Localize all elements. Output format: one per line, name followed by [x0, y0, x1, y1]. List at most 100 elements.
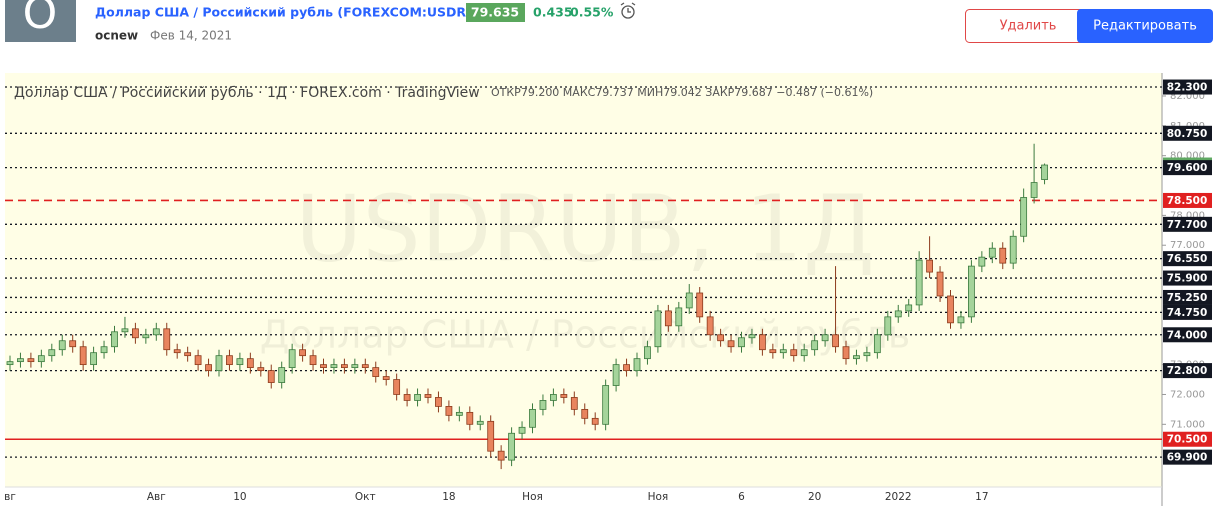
candle-body — [591, 417, 599, 425]
candle-body — [905, 304, 913, 312]
price-label: 82.300 — [1167, 82, 1208, 94]
price-label-bg — [1163, 304, 1212, 320]
price-label: 77.700 — [1167, 219, 1208, 231]
price-label: 70.500 — [1167, 434, 1208, 446]
candle-body — [581, 408, 589, 419]
candle-body — [382, 376, 390, 380]
date: Фев 14, 2021 — [150, 29, 232, 43]
candle-body — [466, 411, 474, 425]
candle-body — [111, 331, 118, 348]
x-tick-label: 10 — [233, 491, 246, 503]
candle-body — [664, 310, 672, 327]
candle-body — [455, 411, 463, 416]
candle-body — [69, 340, 77, 348]
candle-body — [226, 355, 233, 366]
candle-body — [152, 328, 160, 336]
x-tick-label: 2022 — [885, 491, 912, 503]
candle-body — [560, 394, 568, 398]
candle-body — [623, 364, 630, 371]
candle-body — [1041, 164, 1048, 180]
candle-body — [79, 346, 87, 366]
price-label: 69.900 — [1167, 452, 1208, 464]
candle-body — [246, 358, 254, 369]
candle-body — [633, 358, 641, 371]
candle-body — [873, 334, 881, 354]
candle-body — [884, 316, 892, 336]
candle-body — [435, 397, 442, 407]
candle-body — [414, 394, 421, 401]
x-tick-label: Ноя — [522, 491, 543, 503]
alarm-icon[interactable] — [620, 2, 636, 19]
candle-body — [863, 352, 871, 357]
price-label-bg — [1163, 79, 1212, 95]
candle-body — [779, 349, 787, 354]
candle-body — [163, 328, 171, 351]
candle-body — [1009, 235, 1017, 264]
price-label-bg — [1163, 363, 1212, 379]
candle-body — [968, 265, 975, 318]
candle-body — [727, 340, 735, 348]
price-label-bg — [1163, 125, 1212, 141]
price: 79.635 — [471, 5, 519, 20]
user[interactable]: ocnew — [95, 29, 138, 43]
candle-body — [309, 355, 317, 366]
price-label: 74.750 — [1167, 307, 1208, 319]
price-label: 79.600 — [1167, 162, 1208, 174]
candle-body — [173, 349, 181, 354]
x-tick-label: 6 — [738, 491, 745, 503]
candle-body — [612, 364, 620, 386]
y-tick-label: 82.000 — [1170, 91, 1205, 102]
edit-button[interactable] — [1077, 9, 1213, 43]
price-label: 75.250 — [1167, 292, 1208, 304]
candle-body — [978, 256, 986, 267]
y-tick-label: 72.000 — [1170, 389, 1205, 400]
candle-body — [215, 355, 223, 371]
price-label: 76.550 — [1167, 253, 1208, 265]
watermark-symbol: USDRUB, 1Д — [295, 175, 875, 282]
candle-body — [936, 271, 944, 297]
candle-body — [894, 310, 902, 318]
candle-body — [330, 364, 338, 369]
candle-body — [675, 307, 683, 327]
price-label-bg — [1163, 270, 1212, 286]
candle-body — [539, 400, 547, 410]
candle-body — [58, 340, 66, 351]
y-tick-label: 78.000 — [1170, 210, 1205, 221]
price-label: 78.500 — [1167, 195, 1208, 207]
candle-body — [121, 328, 129, 333]
candle-body — [842, 346, 850, 360]
candle-body — [205, 364, 212, 371]
candle-body — [424, 394, 432, 398]
candle-body — [100, 346, 108, 354]
candle-body — [48, 349, 56, 357]
candle-body — [988, 247, 996, 258]
avatar — [5, 0, 76, 42]
edit-label[interactable]: Редактировать — [1093, 19, 1197, 34]
price-label-bg — [1163, 289, 1212, 305]
candle-body — [957, 316, 965, 324]
candle-body — [790, 349, 798, 357]
x-tick-label: Авг — [147, 491, 166, 503]
candle-body — [184, 352, 192, 357]
delete-label[interactable]: Удалить — [1000, 19, 1057, 34]
candle-body — [685, 292, 693, 309]
candle-body — [351, 364, 359, 369]
candle-body — [759, 334, 766, 351]
x-tick-label: вг — [4, 491, 16, 503]
candle-body — [947, 295, 954, 324]
x-tick-label: Ноя — [648, 491, 669, 503]
candle-body — [800, 349, 808, 357]
candle-body — [497, 450, 505, 461]
candle-body — [1020, 197, 1028, 237]
price-label: 72.800 — [1167, 365, 1208, 377]
price-label-bg — [1163, 251, 1212, 267]
candle-body — [288, 349, 296, 369]
candle-body — [706, 316, 714, 336]
candle-body — [811, 340, 819, 351]
candle-body — [696, 292, 704, 318]
symbol-title[interactable]: Доллар США / Российский рубль (FOREXCOM:… — [95, 5, 491, 20]
candle-body — [518, 426, 526, 434]
price-label: 75.900 — [1167, 273, 1208, 285]
candle-body — [278, 367, 286, 383]
